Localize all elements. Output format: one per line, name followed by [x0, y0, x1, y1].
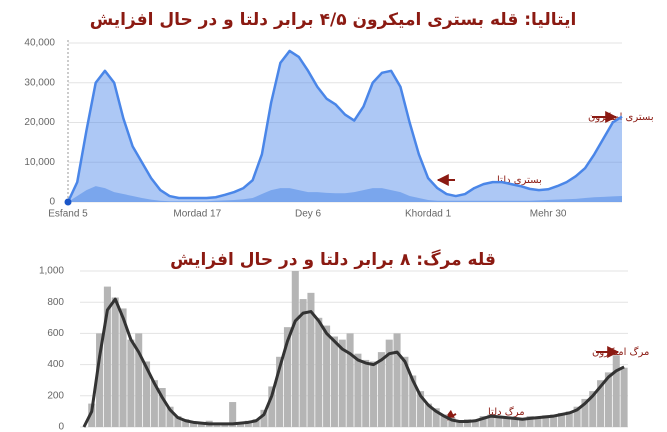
bar	[550, 414, 558, 427]
bar	[487, 414, 495, 427]
bar	[597, 380, 605, 427]
bar	[330, 336, 338, 427]
bar	[526, 416, 534, 427]
annotation: بستری دلتا	[497, 175, 542, 186]
bar	[354, 353, 362, 427]
bar	[456, 420, 464, 427]
bar	[299, 299, 307, 427]
bar	[323, 325, 331, 427]
y-tick-label: 1,000	[39, 266, 64, 277]
bar	[143, 361, 151, 427]
bar	[612, 355, 620, 427]
bar	[589, 391, 597, 427]
bar	[182, 419, 190, 427]
annotation: مرگ دلتا	[488, 405, 525, 418]
chart-title: ایتالیا: قله بستری امیکرون ۴/۵ برابر دلت…	[90, 10, 577, 30]
bar	[409, 375, 417, 427]
line	[66, 49, 623, 203]
y-tick-label: 600	[47, 328, 64, 339]
bar	[283, 327, 291, 427]
point	[64, 198, 72, 206]
bar	[542, 415, 550, 427]
bar	[229, 402, 237, 427]
y-tick-label: 20,000	[24, 117, 55, 128]
bar	[440, 414, 448, 427]
bar	[581, 398, 589, 427]
bar	[377, 352, 385, 427]
bar	[158, 388, 166, 427]
bar	[370, 361, 378, 427]
x-tick-label: Mehr 30	[530, 209, 567, 220]
bar	[135, 333, 143, 427]
bar	[315, 317, 323, 427]
bar	[510, 417, 519, 427]
bar	[307, 292, 315, 427]
chart-title: قله مرگ: ۸ برابر دلتا و در حال افزایش	[170, 250, 496, 270]
bar	[401, 356, 409, 427]
bar	[174, 416, 182, 427]
y-tick-label: 0	[49, 197, 55, 208]
bar	[236, 423, 245, 427]
bar	[534, 416, 542, 427]
bar	[252, 419, 260, 427]
y-tick-label: 40,000	[24, 38, 55, 49]
bar	[166, 406, 174, 427]
area	[68, 50, 622, 203]
bar	[111, 297, 119, 427]
x-tick-label: Khordad 1	[405, 209, 452, 220]
bar	[463, 419, 472, 427]
bar	[338, 339, 346, 427]
bar	[417, 391, 425, 427]
bar	[362, 359, 370, 427]
bar	[432, 408, 440, 427]
annotation: مرگ امیکرون	[592, 345, 649, 358]
bar	[573, 406, 581, 427]
bar	[119, 308, 127, 427]
y-tick-label: 30,000	[24, 77, 55, 88]
y-tick-label: 800	[47, 297, 64, 308]
bar	[103, 286, 111, 427]
bar	[346, 333, 354, 427]
bar	[557, 412, 565, 427]
bar	[495, 416, 503, 427]
y-tick-label: 400	[47, 359, 64, 370]
bar	[448, 417, 456, 427]
bar	[291, 271, 299, 427]
x-tick-label: Mordad 17	[173, 209, 221, 220]
bar	[276, 356, 284, 427]
bar	[393, 333, 401, 427]
bar	[189, 422, 198, 427]
bar	[565, 411, 573, 427]
bar	[479, 416, 487, 427]
bar	[213, 425, 221, 427]
x-tick-label: Dey 6	[295, 209, 322, 220]
bar	[268, 386, 276, 427]
bar	[127, 339, 135, 427]
bar	[197, 423, 205, 427]
bar	[88, 403, 96, 427]
bar	[96, 333, 104, 427]
y-tick-label: 0	[58, 422, 64, 432]
bar	[244, 420, 252, 427]
bar	[424, 403, 432, 427]
bar	[620, 367, 628, 427]
y-tick-label: 10,000	[24, 157, 55, 168]
bar	[503, 416, 511, 427]
line	[82, 297, 625, 428]
area	[68, 186, 622, 202]
bar	[604, 372, 612, 427]
bar	[260, 409, 268, 427]
bar	[471, 419, 479, 427]
bar	[518, 418, 526, 427]
y-tick-label: 200	[47, 390, 64, 401]
bar	[150, 380, 158, 427]
x-tick-label: Esfand 5	[48, 209, 88, 220]
bar	[385, 339, 393, 427]
